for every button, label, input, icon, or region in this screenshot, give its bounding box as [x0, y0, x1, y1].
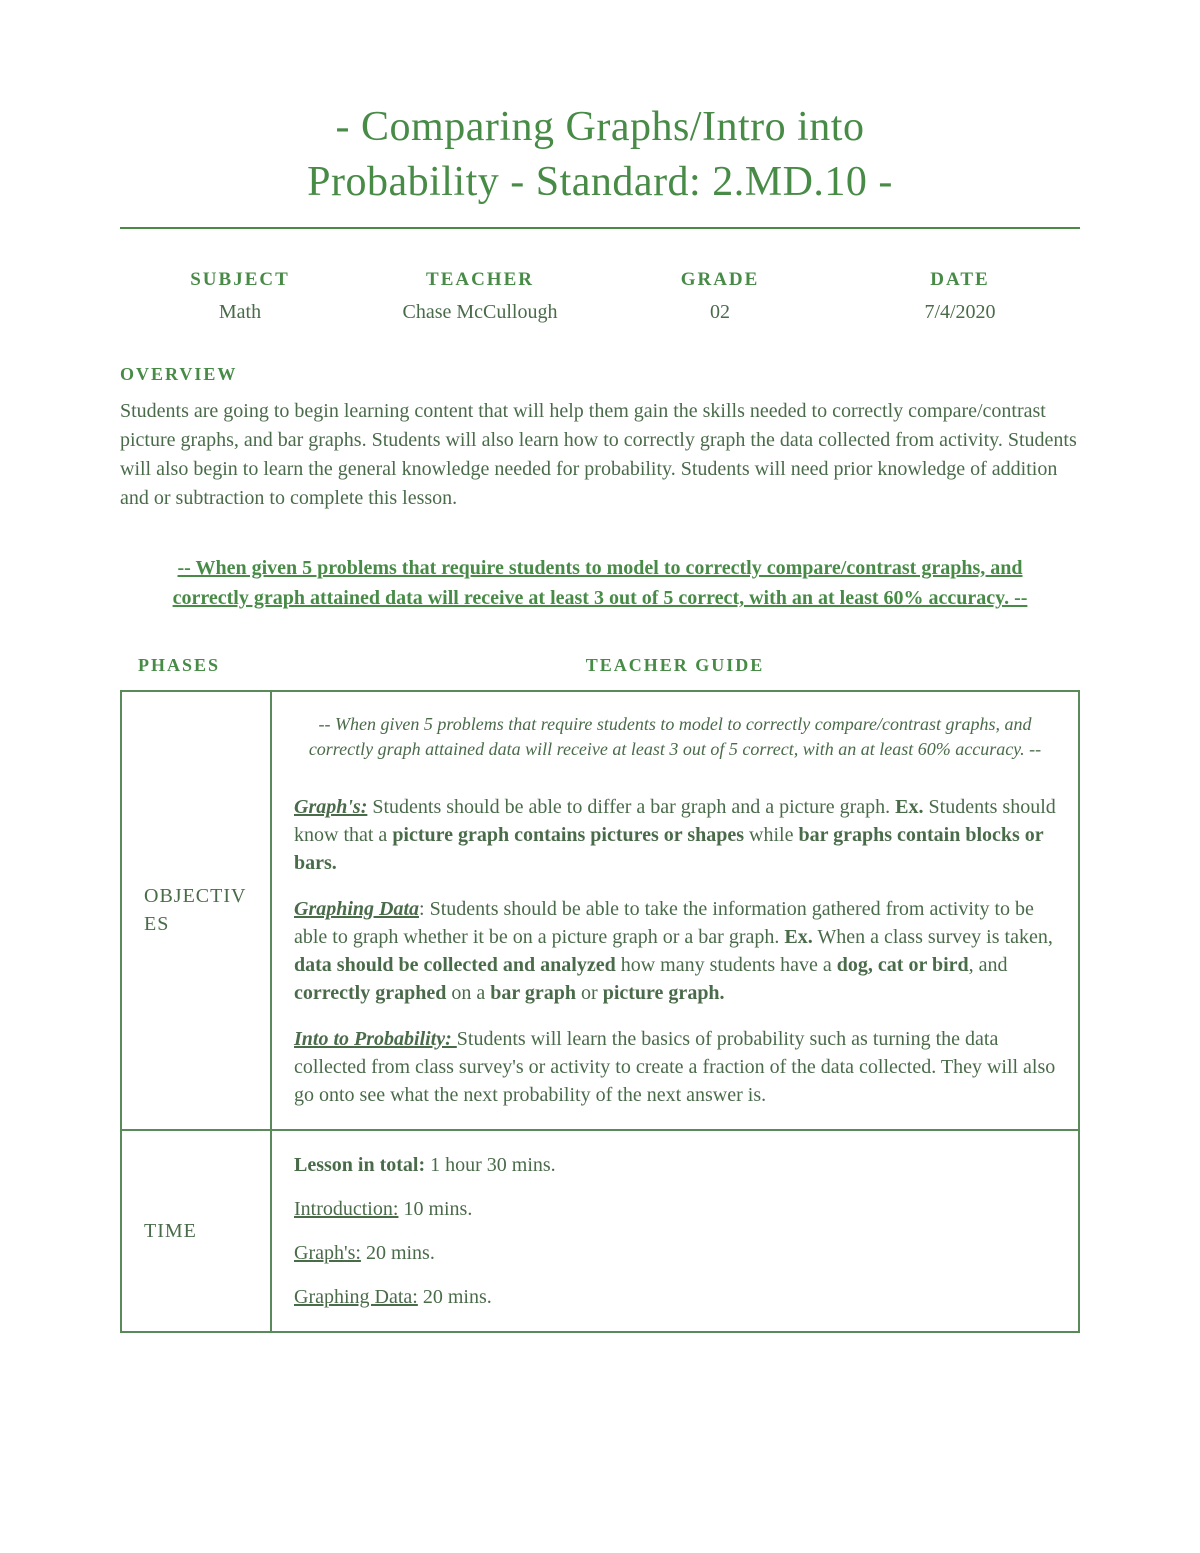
gdata-bold-1: data should be collected and analyzed: [294, 954, 616, 976]
time-gdata-val: 20 mins.: [418, 1286, 492, 1308]
meta-header-row: SUBJECT TEACHER GRADE DATE: [120, 269, 1080, 291]
phase-objectives-label: OBJECTIVES: [121, 691, 271, 1129]
objectives-graphs: Graph's: Students should be able to diff…: [294, 793, 1056, 877]
graphs-bold-1: picture graph contains pictures or shape…: [392, 824, 744, 846]
phase-time-label: TIME: [121, 1130, 271, 1332]
time-graphs-label: Graph's:: [294, 1242, 361, 1264]
gdata-text-3: how many students have a: [616, 954, 837, 976]
meta-date: 7/4/2020: [840, 301, 1080, 324]
gdata-bold-5: picture graph.: [603, 982, 725, 1004]
title-rule: [120, 227, 1080, 229]
objectives-italic: -- When given 5 problems that require st…: [294, 712, 1056, 762]
phases-header: PHASES: [120, 655, 270, 676]
gdata-text-5: on a: [446, 982, 490, 1004]
page-title: - Comparing Graphs/Intro into Probabilit…: [120, 100, 1080, 209]
gdata-text-6: or: [576, 982, 603, 1004]
prob-label: Into to Probability:: [294, 1028, 457, 1050]
graphs-text-3: while: [744, 824, 798, 846]
objectives-content: -- When given 5 problems that require st…: [271, 691, 1079, 1129]
time-total: Lesson in total: 1 hour 30 mins.: [294, 1151, 1056, 1179]
time-content: Lesson in total: 1 hour 30 mins. Introdu…: [271, 1130, 1079, 1332]
objectives-row: OBJECTIVES -- When given 5 problems that…: [121, 691, 1079, 1129]
meta-header-date: DATE: [840, 269, 1080, 291]
meta-teacher: Chase McCullough: [360, 301, 600, 324]
gdata-bold-3: correctly graphed: [294, 982, 446, 1004]
graphs-text-1: Students should be able to differ a bar …: [367, 796, 895, 818]
time-intro: Introduction: 10 mins.: [294, 1195, 1056, 1223]
graphs-label: Graph's:: [294, 796, 367, 818]
gdata-text-2: When a class survey is taken,: [813, 926, 1053, 948]
guide-header-row: PHASES TEACHER GUIDE: [120, 655, 1080, 676]
gdata-label: Graphing Data: [294, 898, 419, 920]
overview-text: Students are going to begin learning con…: [120, 397, 1080, 513]
objective-banner: -- When given 5 problems that require st…: [150, 553, 1050, 613]
time-intro-label: Introduction:: [294, 1198, 398, 1220]
meta-header-subject: SUBJECT: [120, 269, 360, 291]
graphs-ex: Ex.: [895, 796, 923, 818]
time-total-val: 1 hour 30 mins.: [425, 1154, 556, 1176]
time-intro-val: 10 mins.: [398, 1198, 472, 1220]
objectives-graphing-data: Graphing Data: Students should be able t…: [294, 895, 1056, 1007]
meta-grade: 02: [600, 301, 840, 324]
gdata-text-4: , and: [969, 954, 1008, 976]
time-row: TIME Lesson in total: 1 hour 30 mins. In…: [121, 1130, 1079, 1332]
objectives-probability: Into to Probability: Students will learn…: [294, 1025, 1056, 1109]
teacher-guide-header: TEACHER GUIDE: [270, 655, 1080, 676]
meta-header-grade: GRADE: [600, 269, 840, 291]
meta-value-row: Math Chase McCullough 02 7/4/2020: [120, 301, 1080, 324]
meta-subject: Math: [120, 301, 360, 324]
guide-table: OBJECTIVES -- When given 5 problems that…: [120, 690, 1080, 1332]
gdata-ex: Ex.: [784, 926, 812, 948]
meta-header-teacher: TEACHER: [360, 269, 600, 291]
time-gdata-label: Graphing Data:: [294, 1286, 418, 1308]
title-line-1: - Comparing Graphs/Intro into: [336, 104, 865, 150]
gdata-bold-4: bar graph: [490, 982, 576, 1004]
time-total-label: Lesson in total:: [294, 1154, 425, 1176]
time-graphs: Graph's: 20 mins.: [294, 1239, 1056, 1267]
time-gdata: Graphing Data: 20 mins.: [294, 1283, 1056, 1311]
gdata-bold-2: dog, cat or bird: [837, 954, 969, 976]
overview-heading: OVERVIEW: [120, 364, 1080, 385]
title-line-2: Probability - Standard: 2.MD.10 -: [307, 159, 893, 205]
time-graphs-val: 20 mins.: [361, 1242, 435, 1264]
